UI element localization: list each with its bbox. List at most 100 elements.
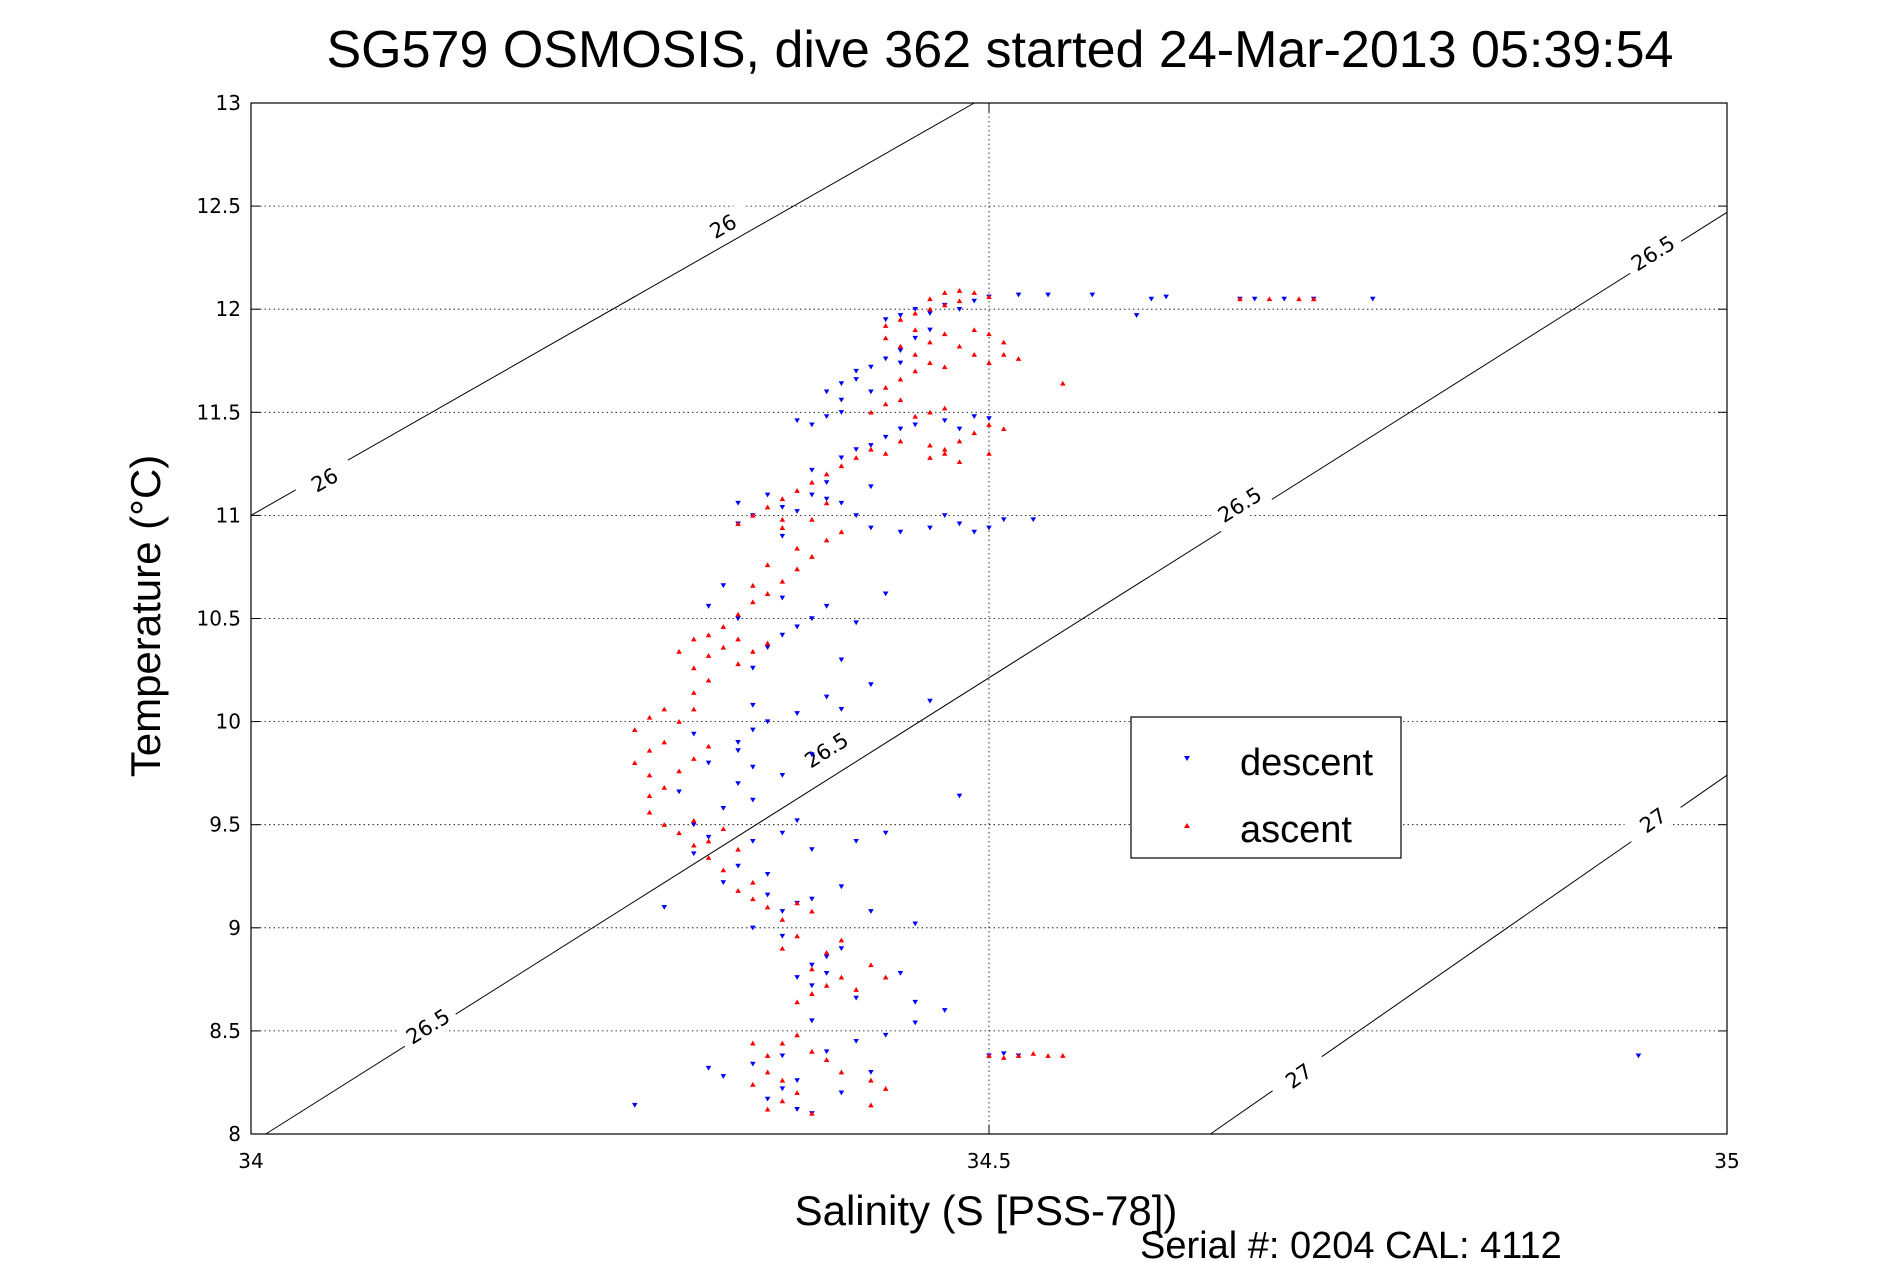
ascent-point [823,949,830,955]
y-tick-label: 10 [216,710,241,734]
descent-point [823,389,830,395]
descent-point [809,492,815,498]
ascent-point [676,830,682,836]
ascent-point [1015,356,1022,361]
ascent-point [779,1098,786,1104]
descent-point [779,830,786,836]
descent-point [927,311,933,316]
descent-point [661,904,668,910]
ascent-point [1000,1055,1007,1060]
isopycnal-label-bg [690,200,756,253]
ascent-point [764,1106,771,1112]
ascent-point [631,727,638,733]
descent-point [809,962,815,968]
x-tick-label: 34.5 [967,1149,1012,1173]
legend-ascent-marker [1184,823,1190,828]
ascent-point [986,1053,992,1058]
ascent-point [971,351,978,357]
descent-point [882,356,889,362]
descent-point [735,740,741,745]
descent-point [750,665,756,671]
ascent-point [705,677,712,683]
descent-point [750,764,756,770]
ascent-point [809,908,815,914]
x-tick-label: 34 [238,1149,263,1173]
ascent-point [823,500,830,506]
ascent-point [1000,339,1007,345]
descent-point [897,313,904,318]
descent-point [794,818,800,824]
ascent-point [691,636,697,642]
ascent-point [794,545,800,551]
ascent-point [750,1040,756,1046]
ascent-point [764,640,771,646]
descent-point [779,632,786,638]
ascent-point [927,455,933,460]
axis-ticks: 8 8.5 9 9.5 10 10.5 11 11.5 12 12.5 13 34 34.5 35 [196,91,1739,1173]
ascent-point [676,719,682,724]
ascent-point [676,768,682,774]
ascent-point [735,636,741,642]
ascent-point [691,665,697,671]
ascent-point [956,288,963,293]
descent-point [1148,296,1155,302]
ascent-point [912,413,918,419]
data-points [631,288,1642,1116]
ascent-point [809,1048,815,1054]
ascent-point [912,368,918,374]
ascent-point [1000,426,1007,431]
ascent-point [882,1086,889,1091]
descent-point [868,484,874,490]
ascent-point [1237,296,1243,302]
descent-point [779,909,786,914]
descent-point [912,999,918,1005]
descent-point [912,422,918,428]
descent-point [927,327,933,333]
ascent-point [912,351,918,357]
ascent-point [676,648,682,654]
descent-point [735,781,741,787]
ascent-point [927,442,933,448]
descent-point [705,834,712,840]
ascent-point [956,438,963,444]
ascent-point [705,632,712,638]
descent-point [720,1074,727,1079]
ascent-point [691,706,697,712]
ascent-point [941,446,948,452]
ascent-point [956,298,963,304]
ascent-point [779,945,786,951]
ascent-point [809,1110,815,1116]
descent-point [941,418,948,424]
ascent-point [868,409,874,415]
descent-point [705,603,712,609]
descent-point [1015,292,1022,298]
ascent-point [1030,1050,1037,1056]
ascent-point [868,446,874,452]
descent-point [897,360,904,366]
descent-point [838,657,845,663]
y-tick-label: 11 [216,503,241,527]
ascent-point [1266,296,1273,302]
descent-point [794,624,800,630]
descent-point [882,591,889,597]
y-tick-label: 9.5 [209,813,241,837]
ascent-point [882,323,889,328]
descent-point [897,529,904,535]
ascent-point [1045,1053,1051,1058]
descent-point [838,1090,845,1096]
ascent-point [764,504,771,510]
descent-point [823,496,830,502]
ascent-point [882,401,889,407]
descent-point [956,426,963,432]
ascent-point [720,826,727,832]
ascent-point [912,327,918,333]
descent-point [971,298,978,304]
ascent-point [941,405,948,411]
isopycnal-label-bg [794,723,859,778]
ascent-point [794,933,800,939]
ascent-point [750,582,756,588]
descent-point [853,377,859,382]
y-tick-label: 11.5 [196,400,241,424]
ascent-point [705,855,712,860]
